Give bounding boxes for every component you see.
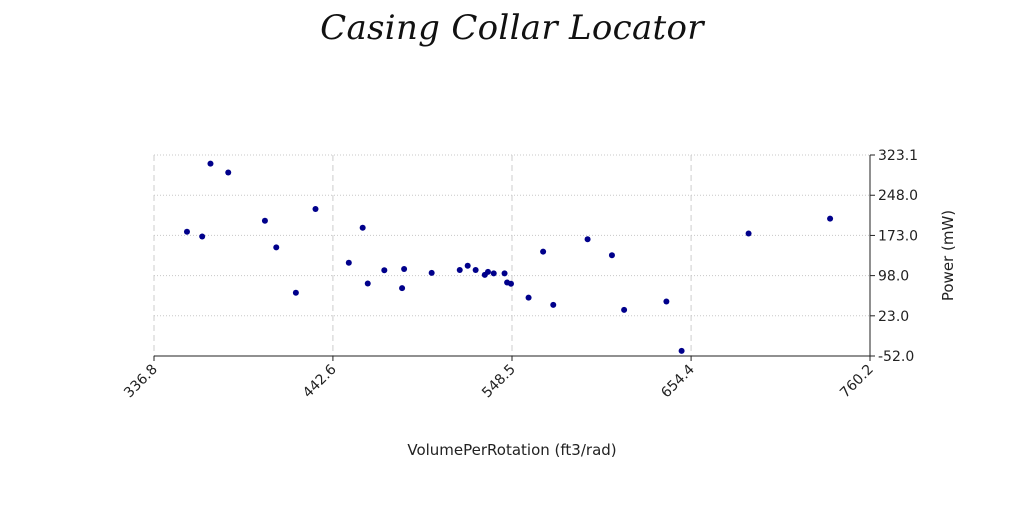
chart-title: Casing Collar Locator: [320, 8, 704, 48]
data-point: [608, 252, 615, 259]
data-point: [507, 280, 514, 287]
x-tick-label: 760.2: [837, 362, 877, 402]
x-tick-label: 336.8: [121, 362, 161, 402]
data-point: [621, 306, 628, 313]
data-point: [199, 233, 206, 240]
data-point: [525, 294, 532, 301]
data-point: [401, 265, 408, 272]
data-point: [225, 169, 232, 176]
data-point: [345, 259, 352, 266]
data-point: [273, 244, 280, 251]
data-point: [550, 301, 557, 308]
data-point: [261, 217, 268, 224]
y-axis-title: Power (mW): [939, 210, 957, 301]
data-point: [456, 266, 463, 273]
data-point: [745, 230, 752, 237]
data-point: [292, 289, 299, 296]
data-point: [827, 215, 834, 222]
data-point: [540, 248, 547, 255]
y-tick-label: 323.1: [878, 148, 918, 164]
x-axis-title: VolumePerRotation (ft3/rad): [407, 441, 616, 459]
x-tick-label: 442.6: [300, 361, 340, 401]
y-tick-label: 248.0: [878, 188, 918, 204]
data-point: [501, 270, 508, 277]
y-tick-label: 173.0: [878, 228, 918, 244]
data-point: [428, 269, 435, 276]
data-point: [464, 262, 471, 269]
y-tick-label: -52.0: [878, 349, 914, 365]
data-point: [472, 266, 479, 273]
data-point: [359, 224, 366, 231]
data-point: [584, 236, 591, 243]
data-point: [364, 280, 371, 287]
data-point: [312, 206, 319, 213]
data-point: [183, 228, 190, 235]
data-point: [678, 347, 685, 354]
data-point: [399, 285, 406, 292]
data-point: [381, 267, 388, 274]
data-point: [207, 160, 214, 167]
y-tick-label: 98.0: [878, 269, 909, 285]
x-tick-label: 654.4: [658, 361, 698, 401]
data-point: [484, 268, 491, 275]
data-point: [490, 270, 497, 277]
data-point: [663, 298, 670, 305]
x-tick-label: 548.5: [479, 362, 519, 402]
y-tick-label: 23.0: [878, 309, 909, 325]
